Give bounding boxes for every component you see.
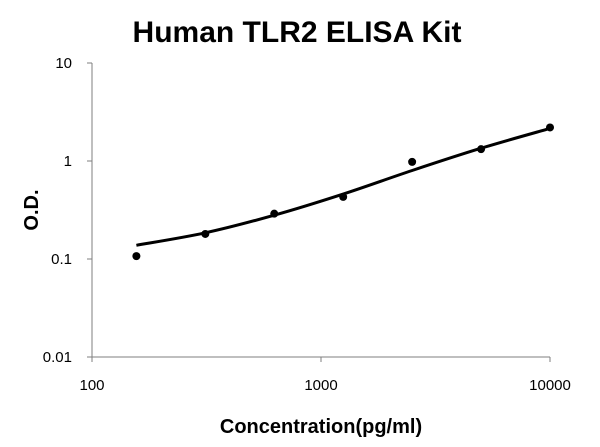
data-point [546, 123, 554, 132]
x-tick-label: 10000 [529, 377, 571, 394]
y-axis-ticks: 0.01 0.1 1 10 [43, 55, 92, 366]
y-axis-title: O.D. [21, 189, 43, 230]
data-point [408, 157, 417, 166]
y-tick-label: 1 [64, 153, 72, 170]
y-tick-label: 0.1 [51, 251, 72, 268]
data-point [201, 229, 210, 238]
x-tick-label: 100 [79, 377, 104, 394]
y-tick-label: 10 [55, 55, 72, 72]
x-tick-label: 1000 [304, 377, 337, 394]
x-axis-ticks: 100 1000 10000 [79, 357, 571, 394]
data-point [477, 145, 486, 154]
data-point [270, 209, 279, 218]
data-point [132, 252, 141, 261]
fit-curve [136, 126, 551, 247]
data-point [339, 192, 348, 201]
x-axis-title: Concentration(pg/ml) [220, 416, 422, 438]
y-tick-label: 0.01 [43, 349, 72, 366]
chart-title: Human TLR2 ELISA Kit [133, 16, 462, 49]
data-points [132, 123, 554, 261]
